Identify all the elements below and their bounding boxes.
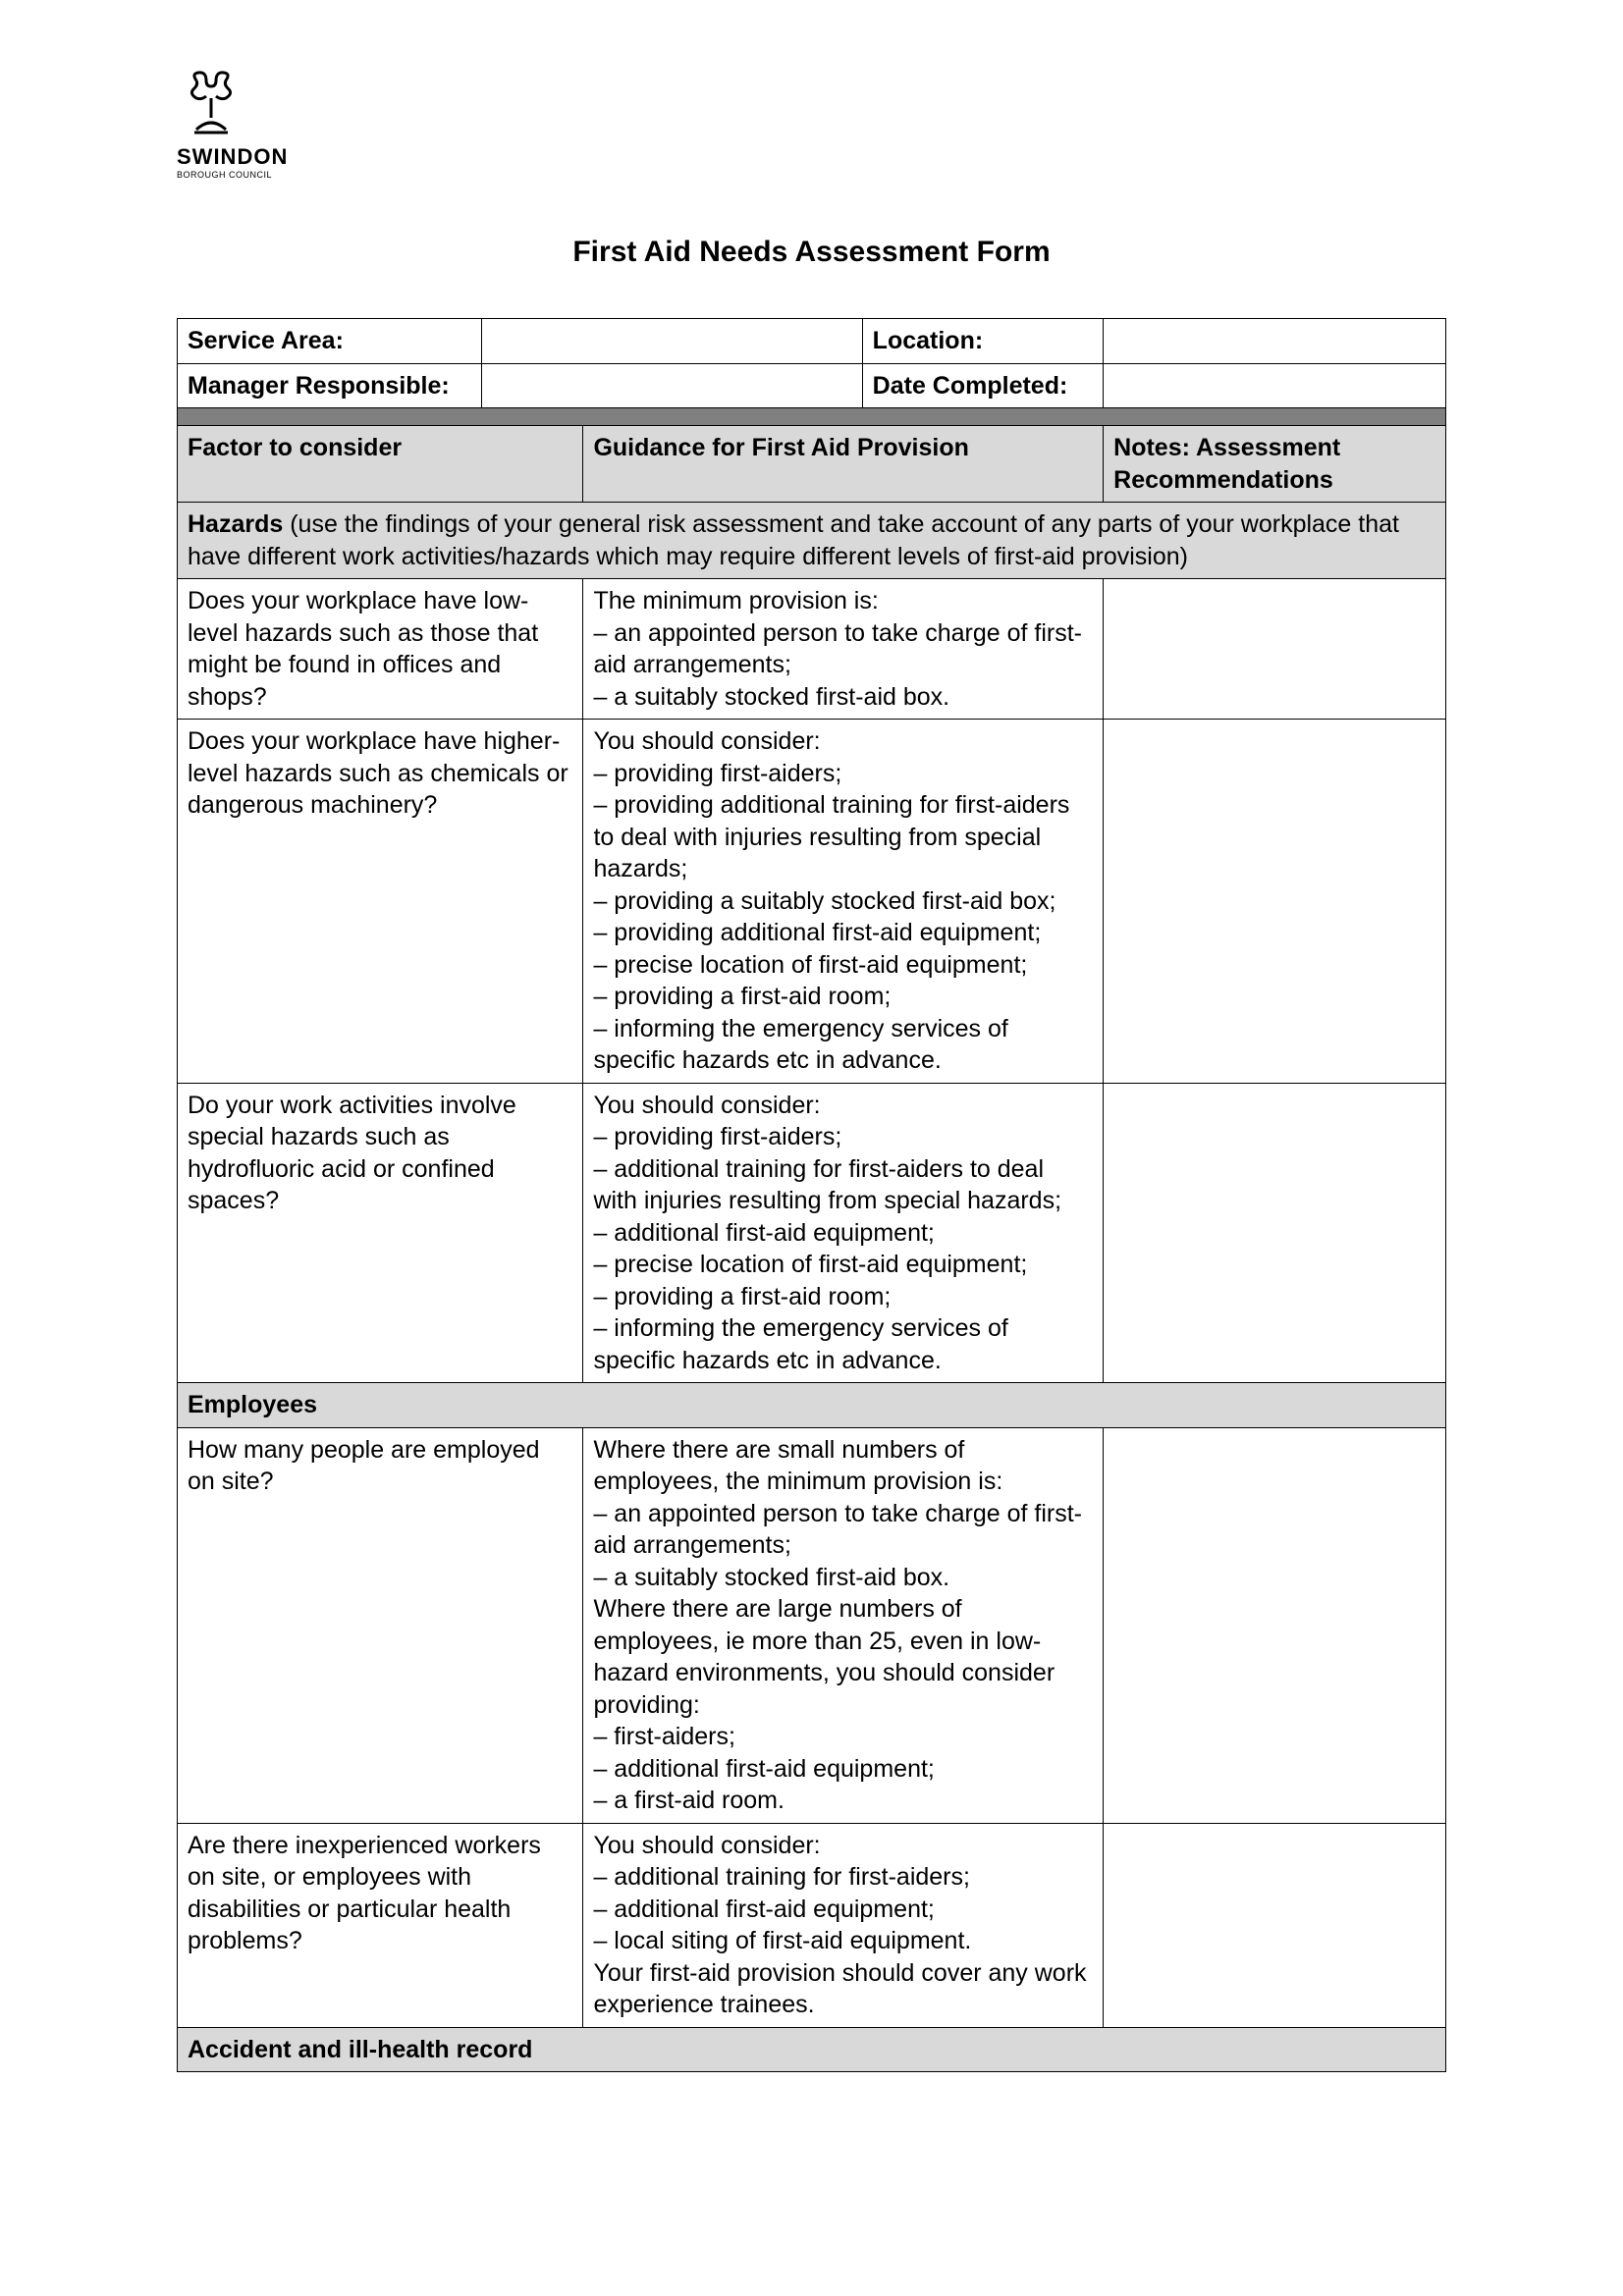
factor-cell: Do your work activities involve special … xyxy=(178,1083,583,1383)
guidance-cell: You should consider: – providing first-a… xyxy=(583,1083,1104,1383)
factor-cell: Does your workplace have higher-level ha… xyxy=(178,720,583,1084)
manager-label: Manager Responsible: xyxy=(178,363,482,408)
manager-value[interactable] xyxy=(482,363,863,408)
notes-cell[interactable] xyxy=(1104,1427,1446,1823)
guidance-cell: You should consider: – providing first-a… xyxy=(583,720,1104,1084)
factor-cell: How many people are employed on site? xyxy=(178,1427,583,1823)
date-completed-label: Date Completed: xyxy=(862,363,1103,408)
service-area-label: Service Area: xyxy=(178,319,482,364)
employees-section-row: Employees xyxy=(178,1383,1446,1428)
assessment-table: Service Area: Location: Manager Responsi… xyxy=(177,318,1446,2072)
table-row: Does your workplace have low-level hazar… xyxy=(178,579,1446,720)
logo-icon xyxy=(177,69,245,142)
notes-cell[interactable] xyxy=(1104,1083,1446,1383)
table-row: Do your work activities involve special … xyxy=(178,1083,1446,1383)
notes-cell[interactable] xyxy=(1104,1823,1446,2027)
hazards-section-cell: Hazards (use the findings of your genera… xyxy=(178,503,1446,579)
accident-section-cell: Accident and ill-health record xyxy=(178,2027,1446,2072)
table-row: Are there inexperienced workers on site,… xyxy=(178,1823,1446,2027)
page: SWINDON BOROUGH COUNCIL First Aid Needs … xyxy=(0,0,1623,2296)
logo: SWINDON BOROUGH COUNCIL xyxy=(177,69,288,180)
location-label: Location: xyxy=(862,319,1103,364)
table-row: Does your workplace have higher-level ha… xyxy=(178,720,1446,1084)
factor-header: Factor to consider xyxy=(178,426,583,503)
logo-subtitle: BOROUGH COUNCIL xyxy=(177,170,288,180)
location-value[interactable] xyxy=(1104,319,1446,364)
hazards-label: Hazards xyxy=(188,510,283,538)
column-header-row: Factor to consider Guidance for First Ai… xyxy=(178,426,1446,503)
factor-cell: Are there inexperienced workers on site,… xyxy=(178,1823,583,2027)
service-area-value[interactable] xyxy=(482,319,863,364)
notes-header: Notes: Assessment Recommendations xyxy=(1104,426,1446,503)
info-row: Service Area: Location: xyxy=(178,319,1446,364)
separator-row xyxy=(178,408,1446,426)
page-title: First Aid Needs Assessment Form xyxy=(177,236,1446,269)
guidance-cell: You should consider: – additional traini… xyxy=(583,1823,1104,2027)
guidance-cell: The minimum provision is: – an appointed… xyxy=(583,579,1104,720)
accident-section-row: Accident and ill-health record xyxy=(178,2027,1446,2072)
notes-cell[interactable] xyxy=(1104,720,1446,1084)
logo-name: SWINDON xyxy=(177,144,288,170)
guidance-cell: Where there are small numbers of employe… xyxy=(583,1427,1104,1823)
guidance-header: Guidance for First Aid Provision xyxy=(583,426,1104,503)
date-completed-value[interactable] xyxy=(1104,363,1446,408)
hazards-desc: (use the findings of your general risk a… xyxy=(188,510,1399,570)
notes-cell[interactable] xyxy=(1104,579,1446,720)
factor-cell: Does your workplace have low-level hazar… xyxy=(178,579,583,720)
info-row: Manager Responsible: Date Completed: xyxy=(178,363,1446,408)
employees-section-cell: Employees xyxy=(178,1383,1446,1428)
table-row: How many people are employed on site? Wh… xyxy=(178,1427,1446,1823)
hazards-section-row: Hazards (use the findings of your genera… xyxy=(178,503,1446,579)
